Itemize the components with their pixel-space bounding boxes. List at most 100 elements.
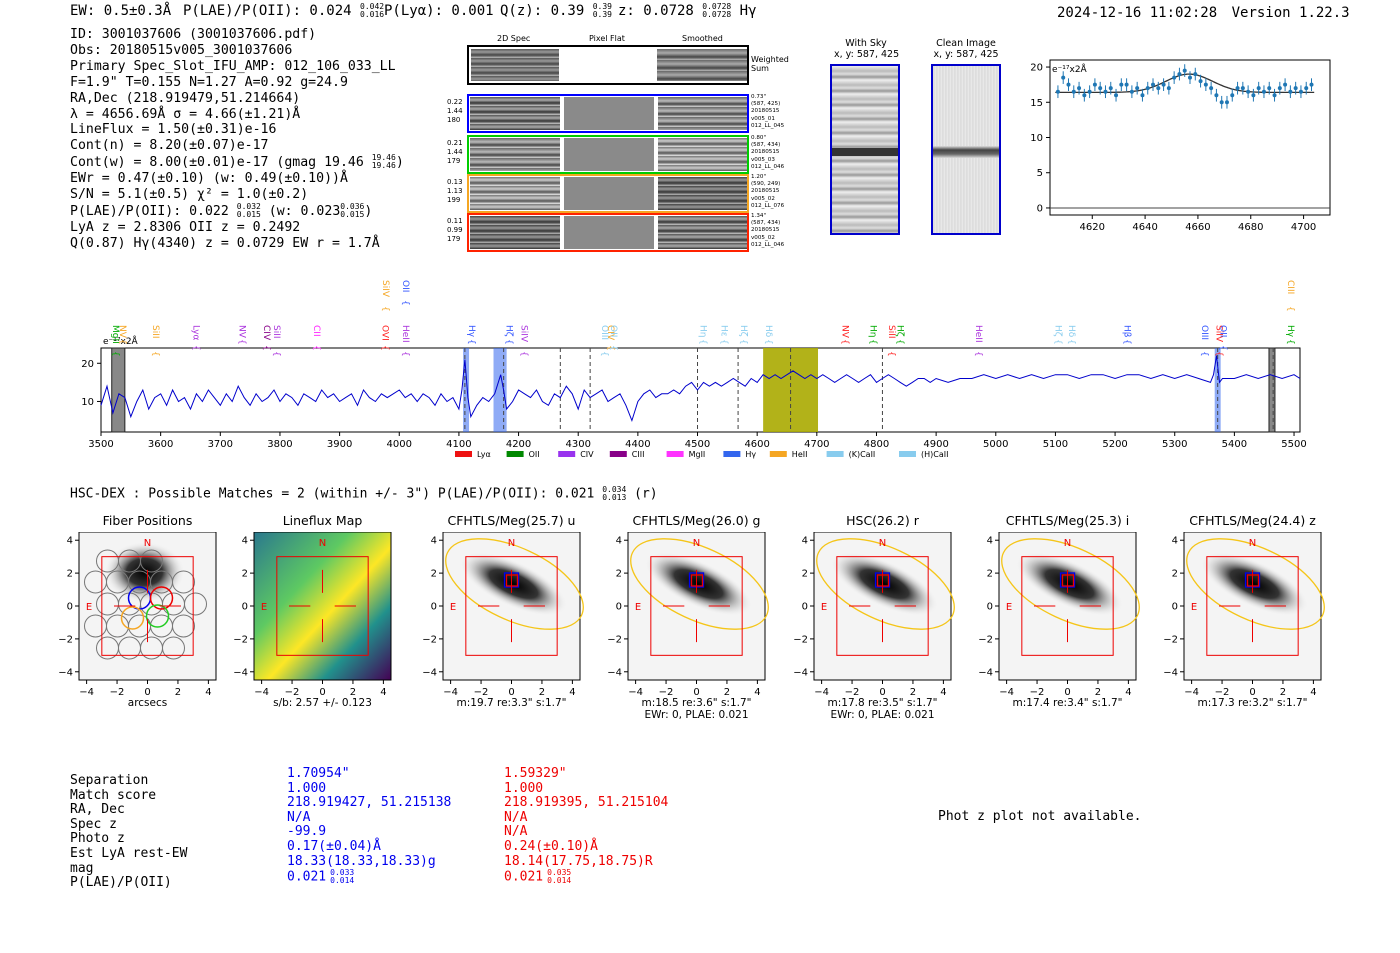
panel-ytick-label: 4 <box>802 536 808 547</box>
spectrum-xtick-label: 4400 <box>625 439 650 450</box>
zoom-data-point <box>1119 82 1124 87</box>
panel-xtick-label: 4 <box>1310 687 1316 698</box>
info-lineflux: LineFlux = 1.50(±0.31)e-16 <box>70 122 277 138</box>
panel-xtick-label: −4 <box>628 687 643 698</box>
spectrum-xtick-label: 5500 <box>1281 439 1306 450</box>
spectrum-line-label-text: SiIV <box>519 325 529 343</box>
table-cell-value: 18.14(17.75,18.75)R <box>504 853 653 869</box>
info-fwhm: F=1.9" T=0.155 N=1.27 A=0.92 g=24.9 <box>70 74 348 90</box>
table-cell: 18.33(18.33,18.33)g <box>287 854 451 870</box>
panel-ytick-label: 4 <box>431 536 437 547</box>
legend-label: OII <box>529 450 540 459</box>
legend-swatch <box>899 451 916 457</box>
spectrum-xtick-label: 3500 <box>88 439 113 450</box>
panel-xtick-label: −4 <box>443 687 458 698</box>
panel-frame <box>253 532 392 681</box>
table-cell: 1.000 <box>504 781 668 797</box>
spectrum-line-brace: { <box>504 339 514 345</box>
info-plae-range: 0.032 0.015 <box>237 202 261 219</box>
spectrum-line-brace: { <box>110 351 120 357</box>
info-plae-w-range: 0.036 0.015 <box>340 202 364 219</box>
panel-ytick-label: 2 <box>431 569 437 580</box>
panel-xtick-label: −4 <box>254 687 269 698</box>
spectrum-line-label: SiII { <box>886 325 896 357</box>
panel-galaxy <box>460 552 567 616</box>
header-z-lo: 0.0728 <box>702 10 732 19</box>
zoom-data-point <box>1177 72 1182 77</box>
table-cell: 1.000 <box>287 781 451 797</box>
compass-north: N <box>319 538 326 549</box>
header-qz-text: Q(z): 0.39 <box>500 3 585 19</box>
cutout-right-value: (587, 434) <box>751 142 781 149</box>
table-cell-value: 0.17(±0.04)Å <box>287 838 381 854</box>
with-sky-xy: x, y: 587, 425 <box>834 49 900 60</box>
cutout-right-value: 20180515 <box>751 227 780 234</box>
header-qz-lo: 0.39 <box>592 10 612 19</box>
cutout-right-value: 012_LL_045 <box>751 122 785 129</box>
table-cell: 0.021 0.033 0.014 <box>287 869 451 885</box>
spectrum-line-brace: { <box>698 339 708 345</box>
panel-xtick-label: 2 <box>724 687 730 698</box>
zoom-data-point <box>1082 93 1087 98</box>
spectrum-line-label-text: CII <box>311 325 321 337</box>
spectrum-line-brace: { <box>868 339 878 345</box>
aperture-ellipse <box>816 538 955 630</box>
info-contw-text: Cont(w) = 8.00(±0.01)e-17 (gmag 19.46 <box>70 155 364 171</box>
header-z-line: Hγ <box>739 3 757 19</box>
zoom-data-point <box>1246 89 1251 94</box>
compass-east: E <box>1006 602 1012 613</box>
match-table-labels: Separation Match score RA, Dec Spec z Photo … <box>70 773 188 891</box>
spectrum-line-brace: { <box>973 351 983 357</box>
panel-image: N E −4 −4 −2 −2 0 0 2 2 4 4 <box>793 532 955 698</box>
panel-xtick-label: 0 <box>693 687 699 698</box>
zoom-data-point <box>1140 93 1145 98</box>
spectrum-line-label: CIV { <box>261 325 271 351</box>
compass-north: N <box>508 538 515 549</box>
panel-title: CFHTLS/Meg(26.0) g <box>632 513 761 528</box>
info-obs: Obs: 20180515v005_3001037606 <box>70 42 293 58</box>
table-cell-value: 218.919427, 51.215138 <box>287 795 452 811</box>
match-table-blue: 1.70954" 1.000 218.919427, 51.215138 N/A -99… <box>287 766 452 885</box>
zoom-data-point <box>1209 86 1214 91</box>
table-cell-value: 1.70954" <box>287 766 350 781</box>
panel-xtick-label: 2 <box>1095 687 1101 698</box>
table-label: Est LyA rest-EW <box>70 845 188 861</box>
cutout-left-value: 0.11 <box>447 217 463 225</box>
spectrum-line-brace: { <box>1285 339 1295 345</box>
hsc-summary-hi: 0.034 <box>602 485 627 494</box>
cutout-right-value: 012_LL_046 <box>751 241 785 248</box>
spectrum-line-label: OII { <box>608 325 618 351</box>
panel-caption: m:17.4 re:3.4" s:1.7" <box>1012 697 1123 709</box>
spectrum-line-label-text: Hζ <box>894 325 904 337</box>
table-cell: 1.59329" <box>504 766 668 782</box>
header-plae-hi: 0.042 <box>360 2 385 11</box>
spectrum-line-brace: { <box>311 345 321 351</box>
spectrum-line-brace: { <box>190 345 200 351</box>
zoom-xtick-label: 4680 <box>1238 222 1263 233</box>
header-plae: P(LAE)/P(OII): 0.024 0.042 0.016 <box>183 2 385 20</box>
spectrum-line-label: OIII { <box>1199 325 1209 357</box>
panel-ytick-label: 2 <box>1172 569 1178 580</box>
table-cell: N/A <box>504 810 668 826</box>
header-timestamp: 2024-12-16 11:02:28 Version 1.22.3 <box>1057 5 1350 21</box>
panel-xtick-label: 0 <box>144 687 150 698</box>
header-ew-text: EW: 0.5±0.3Å <box>70 3 172 19</box>
info-radec: RA,Dec (218.919479,51.214664) <box>70 90 301 106</box>
zoom-data-point <box>1283 82 1288 87</box>
panel-xtick-label: −2 <box>845 687 860 698</box>
search-box <box>836 556 929 656</box>
cutout-smoothed-strip <box>658 216 747 249</box>
spectrum-line-brace: { <box>519 351 529 357</box>
search-box <box>101 556 194 656</box>
cutout-row-right-values: 0.73" (587, 425) 20180515 v005_01 012_LL_045 <box>751 94 784 130</box>
spectrum-line-label: Hζ { <box>738 325 748 345</box>
cutout-left-value: 0.99 <box>447 226 463 234</box>
fiber-circle <box>184 592 207 616</box>
info-q087: Q(0.87) Hγ(4340) z = 0.0729 EW r = 1.7Å <box>70 235 380 251</box>
zoom-ytick-label: 15 <box>1030 98 1043 109</box>
spectrum-line-label: NV{ <box>117 325 127 345</box>
fiber-circle-green <box>145 604 170 628</box>
spectrum-line-label-text: OII <box>400 280 410 292</box>
zoom-data-point <box>1077 86 1082 91</box>
zoom-data-point <box>1288 89 1293 94</box>
